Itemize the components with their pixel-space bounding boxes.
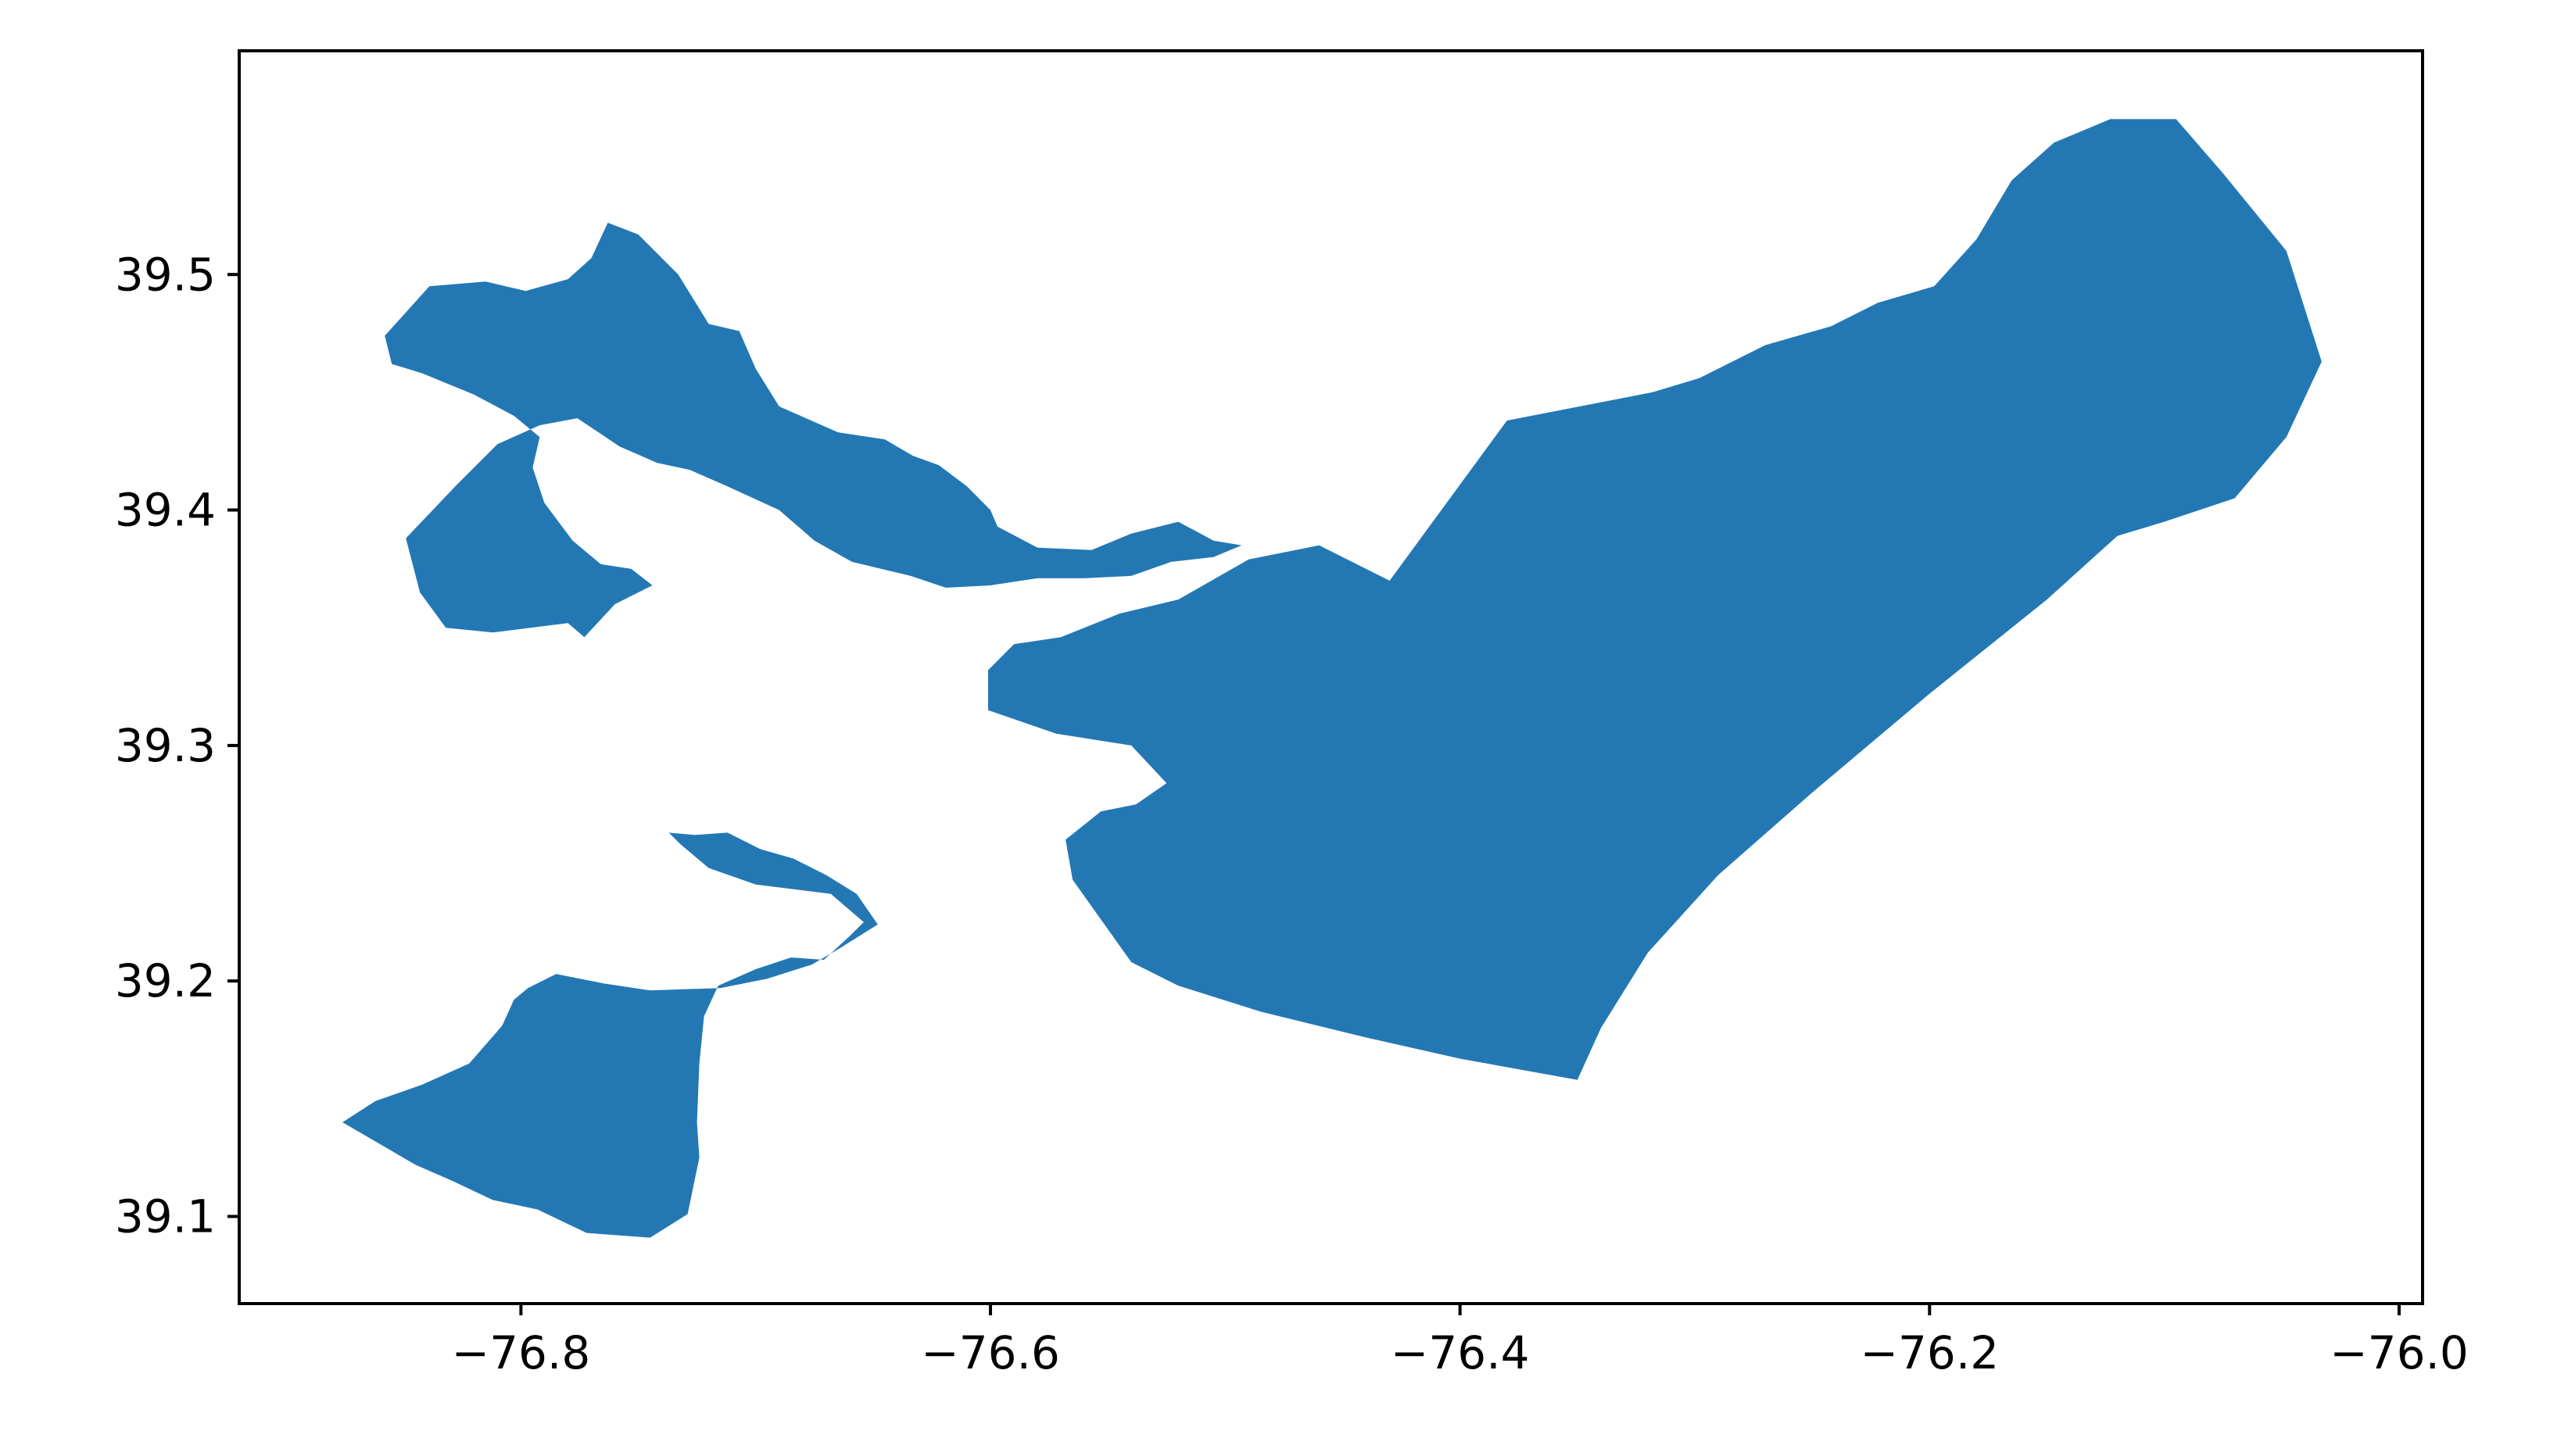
- region-polygon-3: [988, 119, 2322, 1080]
- x-tick-label: −76.2: [1860, 1326, 1999, 1379]
- map-regions: [342, 119, 2322, 1238]
- region-polygon-2: [385, 223, 1242, 638]
- y-tick-label: 39.4: [115, 484, 216, 537]
- y-tick-label: 39.2: [115, 954, 216, 1007]
- x-tick-label: −76.6: [921, 1326, 1060, 1379]
- y-tick-label: 39.5: [115, 248, 216, 301]
- y-axis: 39.1 39.2 39.3 39.4 39.5: [115, 248, 239, 1243]
- x-tick-label: −76.0: [2330, 1326, 2469, 1379]
- x-axis: −76.8 −76.6 −76.4 −76.2 −76.0: [452, 1304, 2469, 1379]
- region-polygon-1: [342, 832, 878, 1238]
- plot-frame: [238, 49, 2424, 1305]
- y-tick-label: 39.3: [115, 719, 216, 772]
- x-tick-label: −76.4: [1391, 1326, 1530, 1379]
- y-tick-label: 39.1: [115, 1190, 216, 1243]
- x-tick-label: −76.8: [452, 1326, 591, 1379]
